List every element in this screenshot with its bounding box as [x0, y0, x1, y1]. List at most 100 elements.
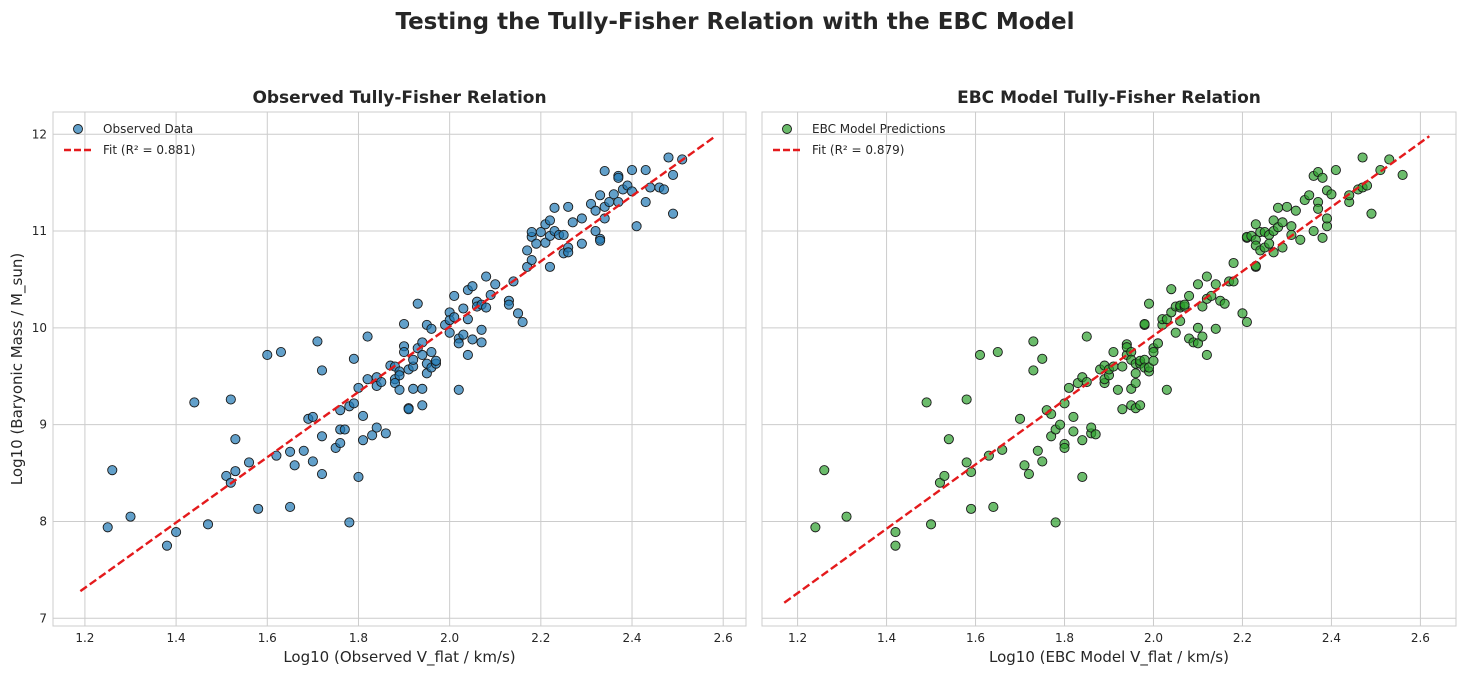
observed-data-point — [367, 430, 378, 441]
observed-data-point — [335, 438, 346, 449]
observed-data-point — [503, 299, 514, 310]
observed-data-point — [202, 519, 214, 530]
observed-data-point — [613, 172, 624, 183]
observed-data-point — [567, 217, 578, 228]
ebc-data-point — [1250, 219, 1261, 230]
observed-data-point — [563, 247, 574, 258]
observed-data-point — [171, 527, 182, 538]
ebc-legend: EBC Model Predictions Fit (R² = 0.879) — [773, 122, 946, 157]
ebc-data-point — [1192, 279, 1204, 290]
ebc-data-point — [1055, 419, 1066, 430]
ebc-data-point — [1117, 361, 1128, 372]
observed-data-point — [558, 229, 569, 240]
ebc-x-tick-label: 1.8 — [1055, 631, 1074, 645]
ebc-data-point — [1308, 226, 1319, 237]
observed-y-tick-label: 8 — [39, 514, 47, 528]
legend-marker-ebc-predictions — [782, 124, 792, 134]
observed-data-point — [512, 308, 524, 319]
observed-data-point — [243, 457, 255, 468]
observed-data-point — [348, 353, 359, 364]
ebc-data-point — [1228, 257, 1239, 269]
observed-data-point — [526, 226, 537, 238]
ebc-x-tick-label: 2.0 — [1144, 631, 1163, 645]
observed-data-point — [476, 324, 487, 335]
observed-x-tick-label: 2.2 — [531, 631, 550, 645]
observed-data-point — [102, 522, 113, 533]
observed-data-point — [535, 226, 546, 238]
observed-data-point — [353, 382, 364, 393]
ebc-x-tick-label: 2.6 — [1411, 631, 1430, 645]
observed-data-point — [417, 349, 428, 361]
observed-data-point — [312, 336, 323, 347]
observed-data-point — [517, 317, 528, 328]
observed-data-point — [467, 281, 478, 292]
ebc-data-point — [1179, 299, 1190, 310]
observed-data-point — [348, 398, 359, 409]
ebc-data-point — [966, 467, 977, 478]
ebc-data-point — [1286, 221, 1297, 232]
observed-data-point — [189, 397, 200, 408]
ebc-data-point — [1357, 152, 1368, 163]
observed-x-tick-label: 1.4 — [167, 631, 186, 645]
observed-data-point — [230, 434, 241, 445]
observed-data-point — [449, 312, 460, 323]
observed-data-point — [576, 238, 587, 249]
observed-data-point — [408, 383, 419, 394]
observed-data-point — [444, 327, 455, 338]
observed-data-point — [426, 323, 437, 334]
ebc-data-point — [1077, 435, 1088, 446]
ebc-data-point — [1197, 331, 1208, 342]
ebc-data-point — [992, 347, 1003, 358]
observed-data-point — [412, 298, 423, 309]
observed-data-point — [262, 349, 273, 361]
ebc-data-point — [1019, 460, 1030, 471]
ebc-data-point — [1135, 400, 1146, 411]
observed-data-point — [467, 334, 478, 345]
observed-data-point — [531, 238, 542, 249]
observed-data-point — [549, 202, 560, 213]
observed-data-point — [344, 517, 355, 528]
ebc-data-point — [1148, 355, 1159, 366]
ebc-x-tick-label: 2.4 — [1322, 631, 1341, 645]
ebc-data-point — [988, 501, 999, 512]
observed-data-point — [576, 213, 587, 224]
observed-data-point — [640, 165, 651, 176]
observed-data-point — [253, 503, 264, 514]
ebc-data-point — [1184, 290, 1195, 301]
observed-data-point — [599, 165, 610, 177]
observed-data-point — [608, 189, 619, 200]
observed-data-point — [161, 540, 173, 551]
observed-data-point — [626, 165, 638, 176]
ebc-data-point — [1028, 336, 1039, 347]
legend-label-observed-data: Observed Data — [103, 122, 193, 136]
observed-data-point — [595, 190, 606, 201]
ebc-data-point — [1264, 238, 1275, 249]
observed-x-tick-label: 1.6 — [258, 631, 277, 645]
ebc-data-point — [1081, 331, 1092, 342]
ebc-data-point — [1273, 202, 1284, 213]
observed-data-point — [339, 424, 350, 435]
observed-data-point — [490, 279, 501, 290]
ebc-data-point — [1326, 189, 1337, 200]
observed-data-point — [316, 468, 328, 480]
observed-fit-line — [79, 136, 715, 593]
observed-y-tick-label: 9 — [39, 418, 47, 432]
legend-label-fit: Fit (R² = 0.881) — [103, 143, 195, 157]
ebc-data-point — [1290, 205, 1301, 216]
ebc-x-tick-label: 2.2 — [1233, 631, 1252, 645]
observed-data-point — [403, 404, 414, 415]
observed-data-point — [426, 347, 437, 358]
ebc-data-point — [1281, 201, 1292, 212]
observed-data-point — [668, 208, 679, 219]
observed-data-point — [399, 347, 410, 358]
ebc-x-tick-label: 1.6 — [966, 631, 985, 645]
observed-x-tick-label: 2.6 — [714, 631, 733, 645]
observed-data-point — [107, 465, 118, 476]
ebc-data-point — [1063, 382, 1075, 393]
observed-data-point — [289, 460, 300, 471]
observed-data-point — [275, 347, 287, 358]
ebc-data-point — [1143, 298, 1155, 309]
observed-data-point — [230, 466, 241, 477]
observed-data-point — [394, 384, 405, 395]
ebc-panel-title: EBC Model Tully-Fisher Relation — [957, 88, 1261, 108]
